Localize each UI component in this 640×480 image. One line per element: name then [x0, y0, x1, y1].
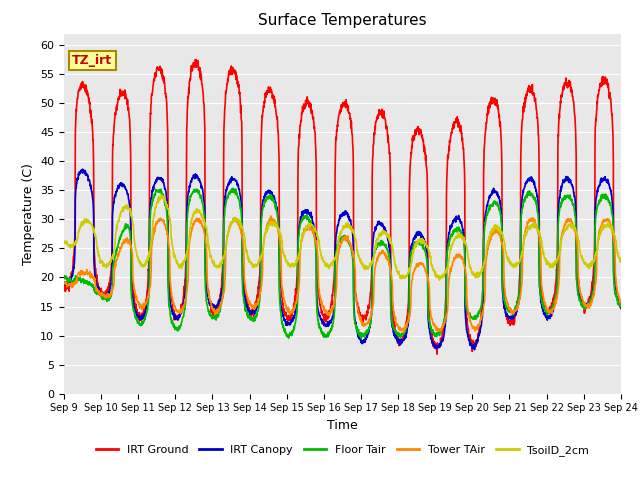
X-axis label: Time: Time	[327, 419, 358, 432]
TsoilD_2cm	[584, 264, 591, 269]
IRT Canopy	[471, 347, 479, 353]
Tower TAir	[216, 306, 223, 312]
Floor Tair	[617, 301, 625, 307]
Line: IRT Ground: IRT Ground	[64, 60, 621, 354]
Tower TAir	[617, 300, 625, 305]
Legend: IRT Ground, IRT Canopy, Floor Tair, Tower TAir, TsoilD_2cm: IRT Ground, IRT Canopy, Floor Tair, Towe…	[91, 440, 594, 460]
IRT Canopy	[60, 281, 68, 287]
IRT Ground	[359, 312, 367, 318]
Floor Tair	[584, 304, 591, 310]
Floor Tair	[60, 274, 68, 279]
TsoilD_2cm	[216, 264, 223, 270]
IRT Canopy	[216, 297, 223, 302]
TsoilD_2cm	[371, 251, 379, 257]
Floor Tair	[505, 306, 513, 312]
Floor Tair	[229, 185, 237, 191]
IRT Canopy	[371, 228, 379, 234]
Tower TAir	[267, 213, 275, 219]
TsoilD_2cm	[568, 222, 576, 228]
IRT Ground	[60, 281, 68, 287]
Text: TZ_irt: TZ_irt	[72, 54, 113, 67]
IRT Canopy	[568, 182, 576, 188]
Tower TAir	[400, 329, 408, 335]
Line: TsoilD_2cm: TsoilD_2cm	[64, 195, 621, 280]
IRT Canopy	[505, 316, 513, 322]
Line: IRT Canopy: IRT Canopy	[64, 169, 621, 350]
TsoilD_2cm	[157, 192, 164, 198]
IRT Canopy	[359, 338, 367, 344]
TsoilD_2cm	[359, 263, 367, 268]
IRT Canopy	[584, 304, 591, 310]
Tower TAir	[371, 267, 379, 273]
Floor Tair	[358, 336, 365, 341]
TsoilD_2cm	[505, 257, 513, 263]
Floor Tair	[359, 333, 367, 339]
IRT Ground	[568, 87, 576, 93]
IRT Ground	[433, 351, 441, 357]
Tower TAir	[505, 304, 513, 310]
Floor Tair	[216, 309, 223, 314]
TsoilD_2cm	[436, 277, 444, 283]
Title: Surface Temperatures: Surface Temperatures	[258, 13, 427, 28]
Y-axis label: Temperature (C): Temperature (C)	[22, 163, 35, 264]
IRT Ground	[192, 57, 200, 62]
TsoilD_2cm	[617, 259, 625, 265]
Tower TAir	[568, 219, 576, 225]
TsoilD_2cm	[60, 238, 68, 243]
Floor Tair	[371, 248, 379, 253]
Tower TAir	[584, 304, 591, 310]
Line: Floor Tair: Floor Tair	[64, 188, 621, 338]
Tower TAir	[60, 280, 68, 286]
IRT Ground	[371, 130, 379, 136]
Floor Tair	[568, 197, 576, 203]
IRT Canopy	[79, 166, 86, 172]
IRT Ground	[617, 306, 625, 312]
IRT Ground	[584, 300, 591, 306]
Line: Tower TAir: Tower TAir	[64, 216, 621, 332]
IRT Canopy	[617, 303, 625, 309]
IRT Ground	[505, 320, 513, 326]
IRT Ground	[216, 296, 223, 301]
Tower TAir	[359, 322, 367, 327]
